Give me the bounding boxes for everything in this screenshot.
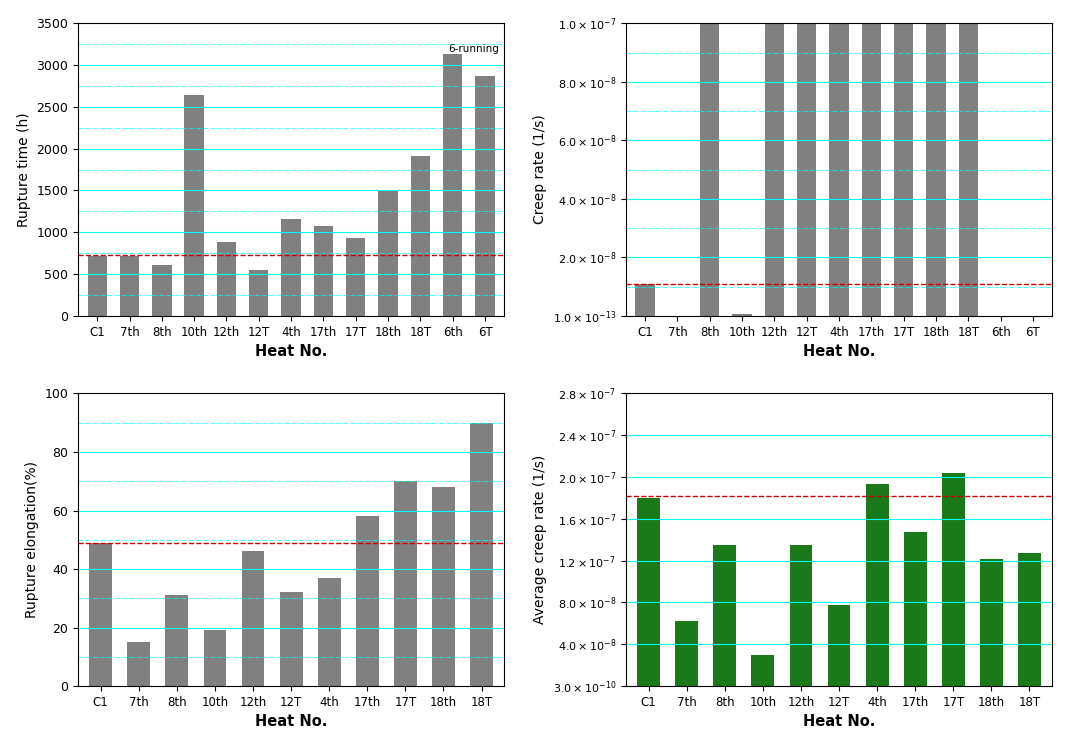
Bar — [470, 423, 493, 686]
Bar — [764, 0, 784, 316]
Bar — [217, 242, 236, 316]
Bar — [637, 498, 660, 686]
Bar — [752, 655, 774, 686]
Bar — [866, 484, 888, 686]
Y-axis label: Creep rate (1/s): Creep rate (1/s) — [533, 115, 547, 225]
Bar — [443, 54, 463, 316]
Bar — [676, 621, 698, 686]
Bar — [185, 95, 204, 316]
Bar — [152, 265, 171, 316]
Bar — [797, 0, 817, 316]
Bar — [378, 189, 398, 316]
Bar — [903, 533, 927, 686]
Bar — [313, 226, 334, 316]
Bar — [635, 283, 655, 316]
Y-axis label: Rupture time (h): Rupture time (h) — [17, 112, 31, 227]
Bar — [927, 0, 946, 316]
Bar — [346, 238, 366, 316]
Bar — [127, 642, 150, 686]
Y-axis label: Average creep rate (1/s): Average creep rate (1/s) — [533, 455, 547, 624]
Bar — [166, 595, 188, 686]
Y-axis label: Rupture elongation(%): Rupture elongation(%) — [25, 461, 38, 618]
Bar — [356, 516, 378, 686]
X-axis label: Heat No.: Heat No. — [254, 715, 327, 730]
Bar — [281, 219, 300, 316]
Bar — [317, 578, 341, 686]
X-axis label: Heat No.: Heat No. — [803, 344, 876, 359]
Bar — [249, 270, 268, 316]
Bar — [790, 545, 812, 686]
Bar — [862, 0, 881, 316]
Bar — [830, 0, 849, 316]
Bar — [732, 314, 752, 316]
Bar — [280, 592, 303, 686]
Bar — [959, 0, 978, 316]
X-axis label: Heat No.: Heat No. — [803, 715, 876, 730]
Bar — [894, 0, 913, 316]
Bar — [394, 481, 417, 686]
Bar — [942, 473, 964, 686]
Bar — [88, 256, 107, 316]
X-axis label: Heat No.: Heat No. — [254, 344, 327, 359]
Bar — [432, 487, 455, 686]
Bar — [713, 545, 737, 686]
Bar — [476, 76, 495, 316]
Bar — [242, 551, 264, 686]
Bar — [120, 256, 139, 316]
Bar — [89, 542, 112, 686]
Text: 6-running: 6-running — [448, 44, 499, 54]
Bar — [203, 630, 227, 686]
Bar — [410, 156, 430, 316]
Bar — [827, 604, 851, 686]
Bar — [980, 559, 1003, 686]
Bar — [700, 0, 719, 316]
Bar — [1018, 554, 1041, 686]
